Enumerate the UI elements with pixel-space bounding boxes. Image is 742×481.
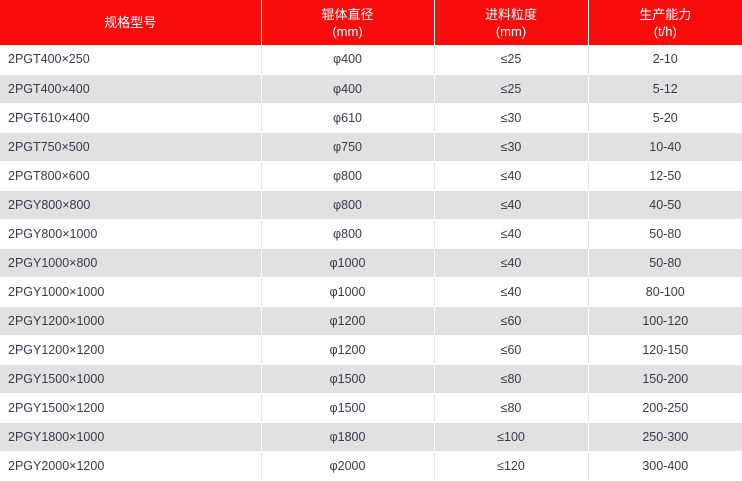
cell-feed-size: ≤80 — [434, 364, 589, 394]
cell-model: 2PGY800×800 — [0, 190, 262, 220]
cell-feed-size: ≤30 — [434, 132, 589, 162]
table-row: 2PGY800×1000 φ800 ≤40 50-80 — [0, 219, 742, 249]
cell-diameter: φ1200 — [261, 335, 435, 365]
cell-model: 2PGY800×1000 — [0, 219, 262, 249]
cell-feed-size: ≤40 — [434, 277, 589, 307]
column-header-feed-size-title: 进料粒度 — [484, 6, 537, 22]
cell-capacity: 5-12 — [588, 74, 742, 104]
table-body: 2PGT400×250 φ400 ≤25 2-10 2PGT400×400 φ400 ≤25… — [0, 45, 742, 481]
column-header-feed-size-unit: (mm) — [495, 23, 527, 39]
header-row: 规格型号 辊体直径 (mm) 进料粒度 (mm) 生产能力 (t/h) — [0, 0, 742, 45]
cell-capacity: 40-50 — [588, 190, 742, 220]
table-row: 2PGY1500×1200 φ1500 ≤80 200-250 — [0, 393, 742, 423]
cell-diameter: φ1000 — [261, 248, 435, 278]
column-header-diameter-title: 辊体直径 — [321, 6, 374, 22]
cell-feed-size: ≤40 — [434, 219, 589, 249]
cell-model: 2PGY1000×800 — [0, 248, 262, 278]
cell-capacity: 10-40 — [588, 132, 742, 162]
cell-model: 2PGT750×500 — [0, 132, 262, 162]
cell-capacity: 300-400 — [588, 451, 742, 481]
cell-feed-size: ≤60 — [434, 335, 589, 365]
cell-model: 2PGY1500×1000 — [0, 364, 262, 394]
table-row: 2PGY1500×1000 φ1500 ≤80 150-200 — [0, 364, 742, 394]
cell-model: 2PGT400×250 — [0, 45, 262, 75]
table-row: 2PGY2000×1200 φ2000 ≤120 300-400 — [0, 451, 742, 481]
column-header-model-title: 规格型号 — [104, 15, 157, 30]
table-row: 2PGY1800×1000 φ1800 ≤100 250-300 — [0, 422, 742, 452]
cell-diameter: φ750 — [261, 132, 435, 162]
cell-feed-size: ≤120 — [434, 451, 589, 481]
cell-capacity: 5-20 — [588, 103, 742, 133]
cell-capacity: 120-150 — [588, 335, 742, 365]
cell-diameter: φ400 — [261, 45, 435, 75]
table-row: 2PGY1200×1000 φ1200 ≤60 100-120 — [0, 306, 742, 336]
cell-feed-size: ≤60 — [434, 306, 589, 336]
cell-diameter: φ1000 — [261, 277, 435, 307]
cell-capacity: 80-100 — [588, 277, 742, 307]
cell-feed-size: ≤25 — [434, 45, 589, 75]
column-header-capacity: 生产能力 (t/h) — [588, 0, 742, 45]
cell-capacity: 150-200 — [588, 364, 742, 394]
cell-feed-size: ≤40 — [434, 190, 589, 220]
column-header-capacity-title: 生产能力 — [639, 6, 692, 22]
cell-diameter: φ400 — [261, 74, 435, 104]
cell-diameter: φ800 — [261, 219, 435, 249]
table-row: 2PGY800×800 φ800 ≤40 40-50 — [0, 190, 742, 220]
column-header-diameter-unit: (mm) — [332, 23, 363, 39]
cell-diameter: φ610 — [261, 103, 435, 133]
cell-diameter: φ800 — [261, 190, 435, 220]
table-row: 2PGT750×500 φ750 ≤30 10-40 — [0, 132, 742, 162]
table-header: 规格型号 辊体直径 (mm) 进料粒度 (mm) 生产能力 (t/h) — [0, 0, 742, 45]
cell-feed-size: ≤25 — [434, 74, 589, 104]
cell-diameter: φ1200 — [261, 306, 435, 336]
cell-model: 2PGY1500×1200 — [0, 393, 262, 423]
cell-feed-size: ≤40 — [434, 248, 589, 278]
cell-model: 2PGT400×400 — [0, 74, 262, 104]
cell-model: 2PGY1000×1000 — [0, 277, 262, 307]
cell-capacity: 2-10 — [588, 45, 742, 75]
column-header-feed-size: 进料粒度 (mm) — [434, 0, 589, 45]
column-header-diameter: 辊体直径 (mm) — [261, 0, 435, 45]
table-row: 2PGY1200×1200 φ1200 ≤60 120-150 — [0, 335, 742, 365]
cell-capacity: 50-80 — [588, 248, 742, 278]
cell-capacity: 100-120 — [588, 306, 742, 336]
cell-feed-size: ≤30 — [434, 103, 589, 133]
cell-capacity: 200-250 — [588, 393, 742, 423]
cell-model: 2PGY1200×1000 — [0, 306, 262, 336]
cell-feed-size: ≤100 — [434, 422, 589, 452]
cell-model: 2PGT800×600 — [0, 161, 262, 191]
cell-model: 2PGY1200×1200 — [0, 335, 262, 365]
cell-diameter: φ1500 — [261, 364, 435, 394]
cell-diameter: φ1800 — [261, 422, 435, 452]
cell-diameter: φ1500 — [261, 393, 435, 423]
table-row: 2PGT610×400 φ610 ≤30 5-20 — [0, 103, 742, 133]
table-row: 2PGY1000×800 φ1000 ≤40 50-80 — [0, 248, 742, 278]
cell-diameter: φ800 — [261, 161, 435, 191]
cell-capacity: 12-50 — [588, 161, 742, 191]
table-row: 2PGT400×400 φ400 ≤25 5-12 — [0, 74, 742, 104]
cell-feed-size: ≤80 — [434, 393, 589, 423]
table-row: 2PGT800×600 φ800 ≤40 12-50 — [0, 161, 742, 191]
cell-capacity: 250-300 — [588, 422, 742, 452]
column-header-model: 规格型号 — [0, 0, 262, 45]
table-row: 2PGY1000×1000 φ1000 ≤40 80-100 — [0, 277, 742, 307]
cell-diameter: φ2000 — [261, 451, 435, 481]
column-header-capacity-unit: (t/h) — [653, 23, 677, 39]
cell-feed-size: ≤40 — [434, 161, 589, 191]
cell-capacity: 50-80 — [588, 219, 742, 249]
cell-model: 2PGT610×400 — [0, 103, 262, 133]
cell-model: 2PGY1800×1000 — [0, 422, 262, 452]
cell-model: 2PGY2000×1200 — [0, 451, 262, 481]
table-row: 2PGT400×250 φ400 ≤25 2-10 — [0, 45, 742, 75]
